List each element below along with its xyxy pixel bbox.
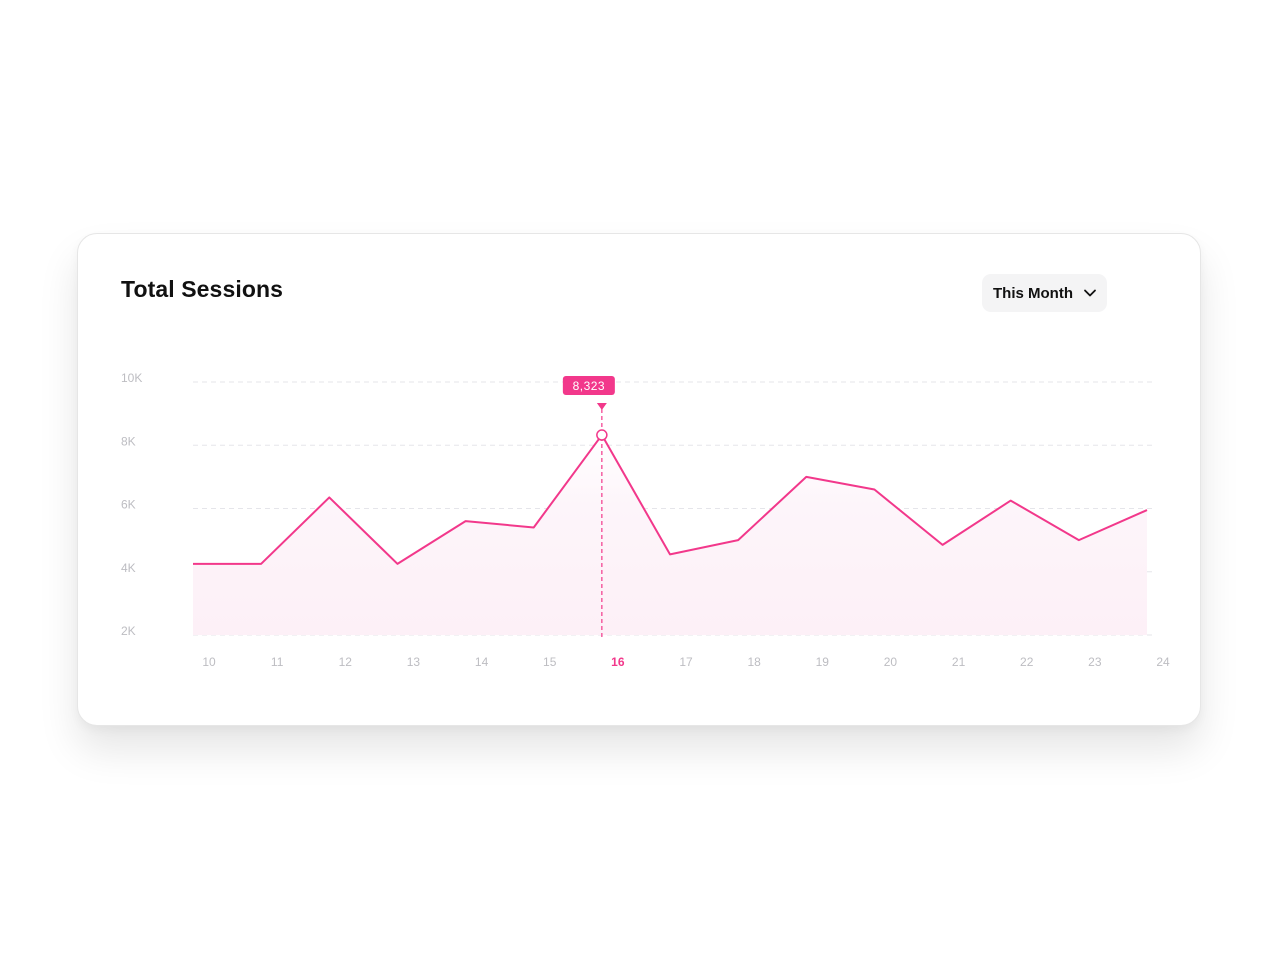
x-tick-label: 23 (1088, 655, 1102, 669)
period-dropdown-label: This Month (993, 284, 1073, 302)
period-dropdown[interactable]: This Month (982, 274, 1107, 312)
x-tick-label: 21 (952, 655, 966, 669)
y-tick-label: 6K (121, 498, 136, 512)
area-fill (193, 435, 1147, 635)
x-tick-label: 11 (271, 655, 284, 669)
y-tick-label: 4K (121, 561, 136, 575)
tooltip-value: 8,323 (573, 379, 606, 393)
x-tick-label: 22 (1020, 655, 1034, 669)
y-tick-label: 2K (121, 624, 136, 638)
card-title: Total Sessions (121, 276, 284, 302)
x-tick-label: 15 (543, 655, 557, 669)
y-tick-label: 8K (121, 434, 136, 448)
x-tick-label: 14 (475, 655, 489, 669)
tooltip-box (562, 376, 615, 395)
highlight-point (596, 429, 608, 441)
x-tick-label: 20 (884, 655, 898, 669)
sessions-card: Total Sessions This Month 10K 8K 6K 4K 2K 8,3… (77, 233, 1201, 726)
x-tick-label: 12 (339, 655, 353, 669)
sessions-chart: 10K 8K 6K 4K 2K 8,323 10 11 12 13 14 15 16 17 18 19 20 21… (121, 371, 1170, 669)
tooltip-arrow (596, 403, 607, 410)
x-tick-label: 24 (1156, 655, 1170, 669)
chevron-down-icon (1083, 286, 1097, 300)
x-tick-label: 16 (611, 655, 625, 669)
y-tick-label: 10K (121, 371, 142, 385)
x-tick-label: 10 (202, 655, 216, 669)
series-line (193, 434, 1148, 565)
x-tick-label: 13 (407, 655, 421, 669)
x-tick-label: 19 (816, 655, 830, 669)
x-tick-label: 18 (747, 655, 761, 669)
x-tick-label: 17 (679, 655, 693, 669)
